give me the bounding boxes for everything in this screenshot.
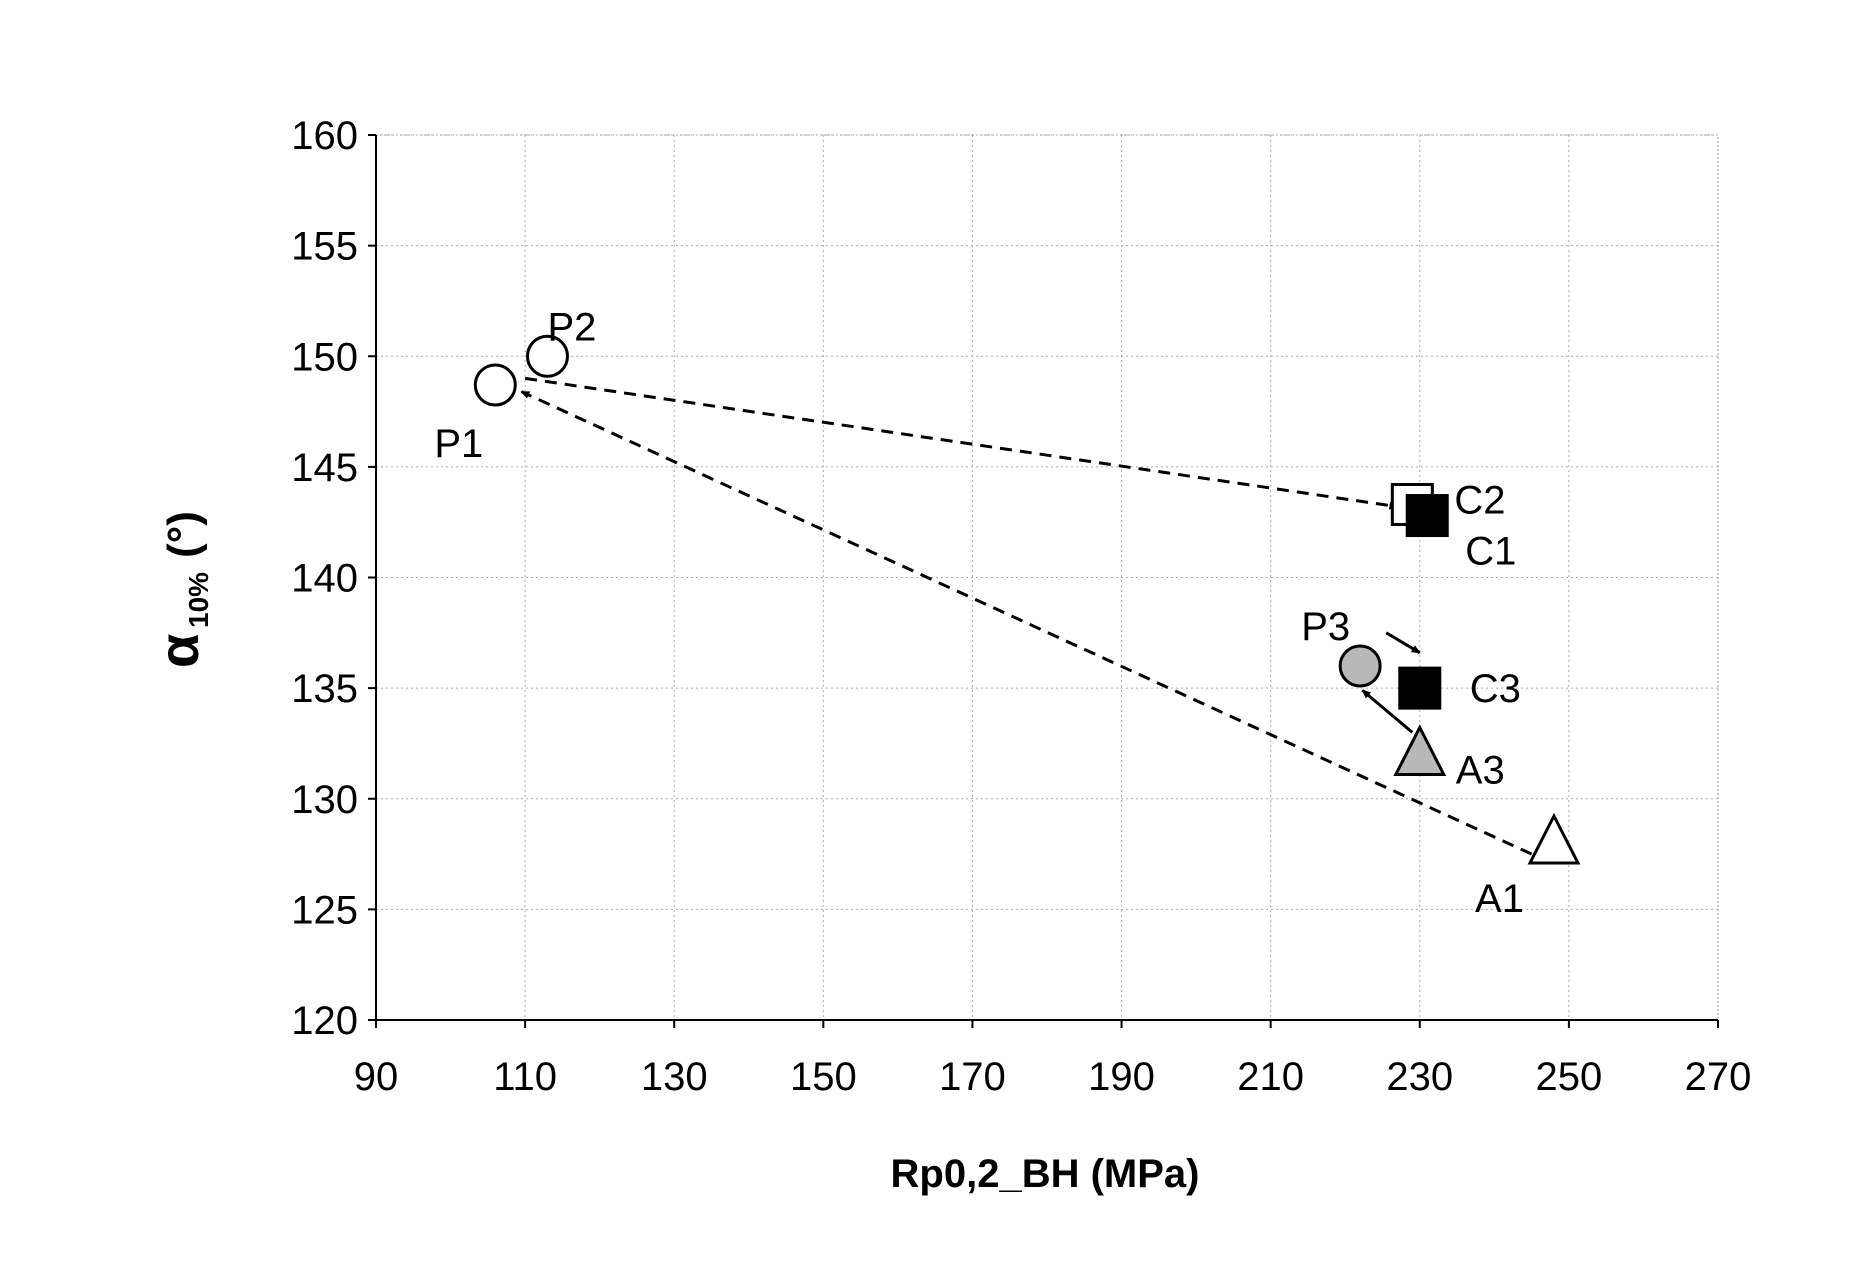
arrow — [1385, 631, 1421, 655]
y-tick-label: 160 — [291, 114, 358, 158]
data-label: A3 — [1456, 749, 1505, 793]
point-p1 — [473, 363, 517, 407]
data-label: A1 — [1475, 877, 1524, 921]
y-tick-label: 120 — [291, 999, 358, 1043]
arrow — [520, 390, 1533, 856]
x-axis-label: Rp0,2_BH (MPa) — [891, 1152, 1200, 1196]
data-label: P2 — [547, 305, 596, 349]
arrows — [520, 376, 1533, 856]
y-tick-label: 135 — [291, 667, 358, 711]
data-label: C1 — [1465, 530, 1516, 574]
y-tick-label: 140 — [291, 557, 358, 601]
x-tick-label: 270 — [1685, 1055, 1752, 1099]
x-tick-label: 190 — [1088, 1055, 1155, 1099]
data-label: P1 — [434, 422, 483, 466]
x-tick-label: 90 — [354, 1055, 399, 1099]
x-tick-label: 250 — [1536, 1055, 1603, 1099]
point-a1 — [1527, 812, 1581, 865]
y-axis-label-alpha: α — [147, 634, 210, 668]
y-tick-label: 155 — [291, 225, 358, 269]
arrow — [524, 376, 1399, 510]
data-label: P3 — [1301, 605, 1350, 649]
point-c3 — [1398, 666, 1442, 710]
ticks: 90 110 130 150 170 190 210 230 250 270 120 125 130 13… — [291, 114, 1751, 1099]
x-tick-label: 210 — [1237, 1055, 1304, 1099]
y-tick-label: 150 — [291, 335, 358, 379]
y-tick-label: 145 — [291, 446, 358, 490]
point-p3 — [1338, 644, 1382, 688]
data-label: C3 — [1470, 667, 1521, 711]
point-p2 — [525, 334, 569, 378]
x-tick-label: 150 — [790, 1055, 857, 1099]
y-axis-label-unit: (°) — [159, 511, 208, 558]
y-tick-label: 125 — [291, 888, 358, 932]
point-c1 — [1405, 494, 1449, 538]
arrow — [1361, 689, 1414, 734]
y-tick-label: 130 — [291, 778, 358, 822]
x-tick-label: 170 — [939, 1055, 1006, 1099]
x-tick-label: 230 — [1386, 1055, 1453, 1099]
x-tick-label: 110 — [493, 1055, 557, 1099]
points: P1 P2 C2 C1 P3 C3 A3 A1 — [434, 305, 1581, 921]
y-axis-label-sub: 10% — [183, 572, 214, 628]
data-label: C2 — [1454, 478, 1505, 522]
x-tick-label: 130 — [641, 1055, 708, 1099]
y-axis-label: α 10% (°) — [147, 511, 214, 668]
point-a3 — [1393, 724, 1447, 776]
